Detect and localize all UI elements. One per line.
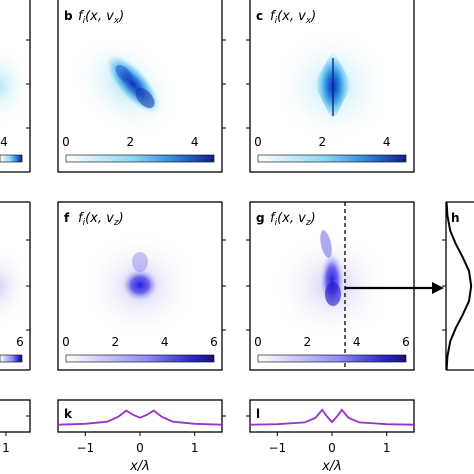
panel-f-blob — [120, 267, 160, 303]
xtick-label: 0 — [62, 335, 70, 349]
xtick-label: 0 — [254, 335, 262, 349]
xtick-label: 4 — [383, 135, 391, 149]
panel-h-label: h — [451, 211, 460, 225]
xtick-label: 2 — [304, 335, 312, 349]
panel-c: c fi(x, vx) 0 2 4 — [246, 0, 415, 173]
panel-f: f fi(x, vz) 0 2 4 6 — [57, 201, 226, 371]
xtick-label: 0 — [328, 441, 336, 455]
panel-l-label: l — [256, 407, 260, 421]
panel-a-partial: 4 — [0, 0, 31, 173]
xtick-label: 0 — [136, 441, 144, 455]
xtick-label: 6 — [210, 335, 218, 349]
panel-h-profile — [445, 201, 473, 371]
xtick-label: 1 — [383, 441, 391, 455]
panel-b-colorbar — [65, 154, 215, 163]
panel-k: k −1 0 1 x/λ — [57, 399, 226, 474]
panel-e-partial: 6 — [0, 201, 31, 371]
xtick-label: 4 — [161, 335, 169, 349]
xtick-label: 6 — [402, 335, 410, 349]
panel-k-xticks: −1 0 1 — [76, 432, 198, 455]
panel-k-curve — [57, 409, 223, 426]
panel-g-colorbar — [257, 354, 407, 363]
panel-f-xticks: 0 2 4 6 — [62, 335, 218, 349]
panel-j-partial: 1 — [0, 399, 31, 455]
xtick-label: 1 — [191, 441, 199, 455]
panel-a-colorbar — [0, 154, 23, 163]
panel-g-xticks: 0 2 4 6 — [254, 335, 410, 349]
panel-f-title: fi(x, vz) — [78, 211, 124, 228]
panel-f-colorbar — [65, 354, 215, 363]
panel-f-label: f — [64, 211, 70, 225]
panel-k-label: k — [64, 407, 73, 421]
panel-k-xlabel: x/λ — [129, 459, 150, 474]
panel-b-label: b — [64, 9, 73, 23]
panel-b: b fi(x, vx) 0 2 4 — [57, 0, 226, 173]
xtick-label: 2 — [319, 135, 327, 149]
xtick-label: −1 — [76, 441, 94, 455]
panel-c-title: fi(x, vx) — [270, 9, 316, 26]
panel-g-title: fi(x, vz) — [270, 211, 316, 228]
xtick-label: 4 — [353, 335, 361, 349]
panel-l-xticks: −1 0 1 — [268, 432, 390, 455]
panel-e-tick: 6 — [16, 335, 24, 349]
xtick-label: 2 — [127, 135, 135, 149]
panel-h: h — [442, 201, 474, 371]
xtick-label: 4 — [191, 135, 199, 149]
panel-c-colorbar — [257, 154, 407, 163]
panel-a-tick: 4 — [0, 135, 8, 149]
xtick-label: 2 — [112, 335, 120, 349]
panel-c-xticks: 0 2 4 — [254, 135, 390, 149]
panel-e-colorbar — [0, 354, 23, 363]
panel-b-xticks: 0 2 4 — [62, 135, 198, 149]
xtick-label: −1 — [268, 441, 286, 455]
panel-j-tick: 1 — [2, 441, 10, 455]
panel-l-curve — [249, 408, 415, 426]
panel-b-title: fi(x, vx) — [78, 9, 124, 26]
panel-l: l −1 0 1 x/λ — [246, 399, 415, 474]
xtick-label: 0 — [254, 135, 262, 149]
panel-l-xlabel: x/λ — [321, 459, 342, 474]
panel-g-label: g — [256, 211, 265, 225]
panel-g: g fi(x, vz) 0 2 4 6 — [246, 201, 444, 371]
panel-c-label: c — [256, 9, 263, 23]
xtick-label: 0 — [62, 135, 70, 149]
